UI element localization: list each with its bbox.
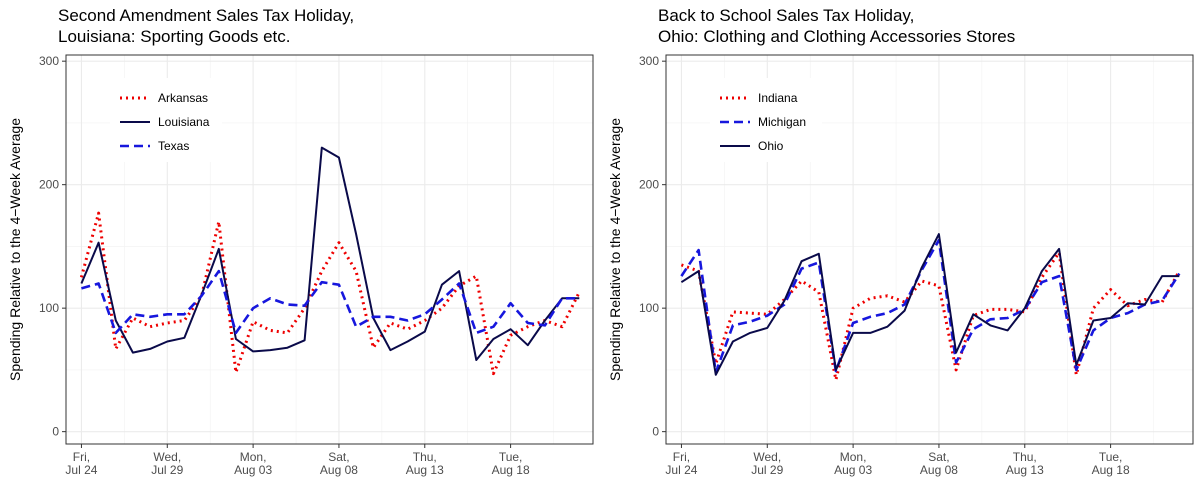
x-tick-label-line1: Mon, bbox=[840, 450, 867, 464]
x-tick-label: Thu, Aug 13 bbox=[1006, 450, 1044, 477]
legend-label-ohio: Ohio bbox=[758, 139, 784, 153]
x-tick-label: Sat, Aug 08 bbox=[920, 450, 958, 477]
plot-border bbox=[665, 54, 1194, 445]
line-chart-louisiana: 0 100 200 300 Fri, Jul 24 Wed, Jul 29 Mon, Aug 03… bbox=[7, 54, 594, 477]
x-tick-label: Sat, Aug 08 bbox=[320, 450, 358, 477]
legend-label-louisiana: Louisiana bbox=[158, 115, 210, 129]
chart-panel-right: Back to School Sales Tax Holiday, Ohio: C… bbox=[600, 0, 1200, 500]
x-tick-label-line2: Jul 29 bbox=[151, 463, 183, 477]
series-line-arkansas bbox=[79, 211, 581, 376]
x-tick-label-line2: Aug 13 bbox=[1006, 463, 1044, 477]
y-tick-label: 200 bbox=[39, 178, 59, 192]
y-tick-label: 100 bbox=[639, 301, 659, 315]
x-tick-label-line1: Sat, bbox=[328, 450, 349, 464]
series-line-ohio bbox=[680, 233, 1180, 376]
legend-label-arkansas: Arkansas bbox=[158, 91, 208, 105]
y-tick-label: 300 bbox=[39, 54, 59, 68]
legend-background bbox=[710, 78, 822, 162]
series-line-indiana bbox=[680, 251, 1181, 382]
chart-title-line1: Second Amendment Sales Tax Holiday, bbox=[58, 6, 355, 25]
legend-background bbox=[110, 78, 222, 162]
y-axis-label: Spending Relative to the 4−Week Average bbox=[7, 118, 23, 381]
x-tick-label-line1: Wed, bbox=[153, 450, 181, 464]
x-tick-label-line2: Aug 03 bbox=[834, 463, 872, 477]
x-tick-label-line2: Aug 13 bbox=[406, 463, 444, 477]
chart-title-line2: Louisiana: Sporting Goods etc. bbox=[58, 27, 291, 46]
y-tick-label: 0 bbox=[652, 425, 659, 439]
series-line-michigan bbox=[680, 238, 1181, 374]
x-tick-label-line1: Thu, bbox=[413, 450, 437, 464]
x-tick-label: Tue, Aug 18 bbox=[1092, 450, 1130, 477]
series-line-texas bbox=[81, 269, 580, 335]
x-tick-label-line1: Fri, bbox=[673, 450, 690, 464]
x-tick-label: Fri, Jul 24 bbox=[65, 450, 97, 477]
x-tick-label-line2: Aug 18 bbox=[1092, 463, 1130, 477]
x-tick-label-line2: Jul 29 bbox=[751, 463, 783, 477]
plot-border bbox=[65, 54, 594, 445]
x-tick-label-line2: Aug 08 bbox=[320, 463, 358, 477]
y-tick-label: 100 bbox=[39, 301, 59, 315]
x-tick-label-line1: Thu, bbox=[1013, 450, 1037, 464]
x-tick-label-line1: Fri, bbox=[73, 450, 90, 464]
chart-panel-left: Second Amendment Sales Tax Holiday, Louis… bbox=[7, 5, 594, 477]
x-tick-label: Wed, Jul 29 bbox=[151, 450, 183, 477]
x-tick-label-line1: Tue, bbox=[1099, 450, 1123, 464]
x-tick-label-line2: Aug 08 bbox=[920, 463, 958, 477]
x-tick-label: Wed, Jul 29 bbox=[751, 450, 783, 477]
x-tick-label: Mon, Aug 03 bbox=[834, 450, 872, 477]
x-tick-label-line1: Wed, bbox=[753, 450, 781, 464]
chart-title-line1: Back to School Sales Tax Holiday, bbox=[658, 6, 915, 25]
chart-title-line2: Ohio: Clothing and Clothing Accessories … bbox=[658, 27, 1016, 46]
line-chart-ohio: 0 100 200 300 Fri, Jul 24 Wed, Jul 29 Mon, Aug 03… bbox=[607, 54, 1194, 477]
x-tick-label-line1: Mon, bbox=[240, 450, 267, 464]
y-tick-label: 200 bbox=[639, 178, 659, 192]
x-tick-label: Fri, Jul 24 bbox=[665, 450, 697, 477]
y-tick-label: 300 bbox=[639, 54, 659, 68]
x-tick-label: Thu, Aug 13 bbox=[406, 450, 444, 477]
x-tick-label-line2: Aug 18 bbox=[492, 463, 530, 477]
chart-title: Second Amendment Sales Tax Holiday, Louis… bbox=[58, 5, 354, 47]
x-tick-label-line1: Sat, bbox=[928, 450, 949, 464]
legend-label-texas: Texas bbox=[158, 139, 189, 153]
x-tick-label-line2: Jul 24 bbox=[65, 463, 97, 477]
legend: Arkansas Louisiana Texas bbox=[110, 78, 222, 162]
x-tick-label: Mon, Aug 03 bbox=[234, 450, 272, 477]
x-tick-label: Tue, Aug 18 bbox=[492, 450, 530, 477]
series-line-louisiana bbox=[80, 146, 580, 361]
y-axis-label: Spending Relative to the 4−Week Average bbox=[607, 118, 623, 381]
legend-label-indiana: Indiana bbox=[758, 91, 798, 105]
chart-title: Back to School Sales Tax Holiday, Ohio: C… bbox=[658, 5, 1015, 47]
y-tick-label: 0 bbox=[52, 425, 59, 439]
x-tick-label-line1: Tue, bbox=[499, 450, 523, 464]
x-tick-label-line2: Jul 24 bbox=[665, 463, 697, 477]
legend: Indiana Michigan Ohio bbox=[710, 78, 822, 162]
x-tick-label-line2: Aug 03 bbox=[234, 463, 272, 477]
legend-label-michigan: Michigan bbox=[758, 115, 806, 129]
